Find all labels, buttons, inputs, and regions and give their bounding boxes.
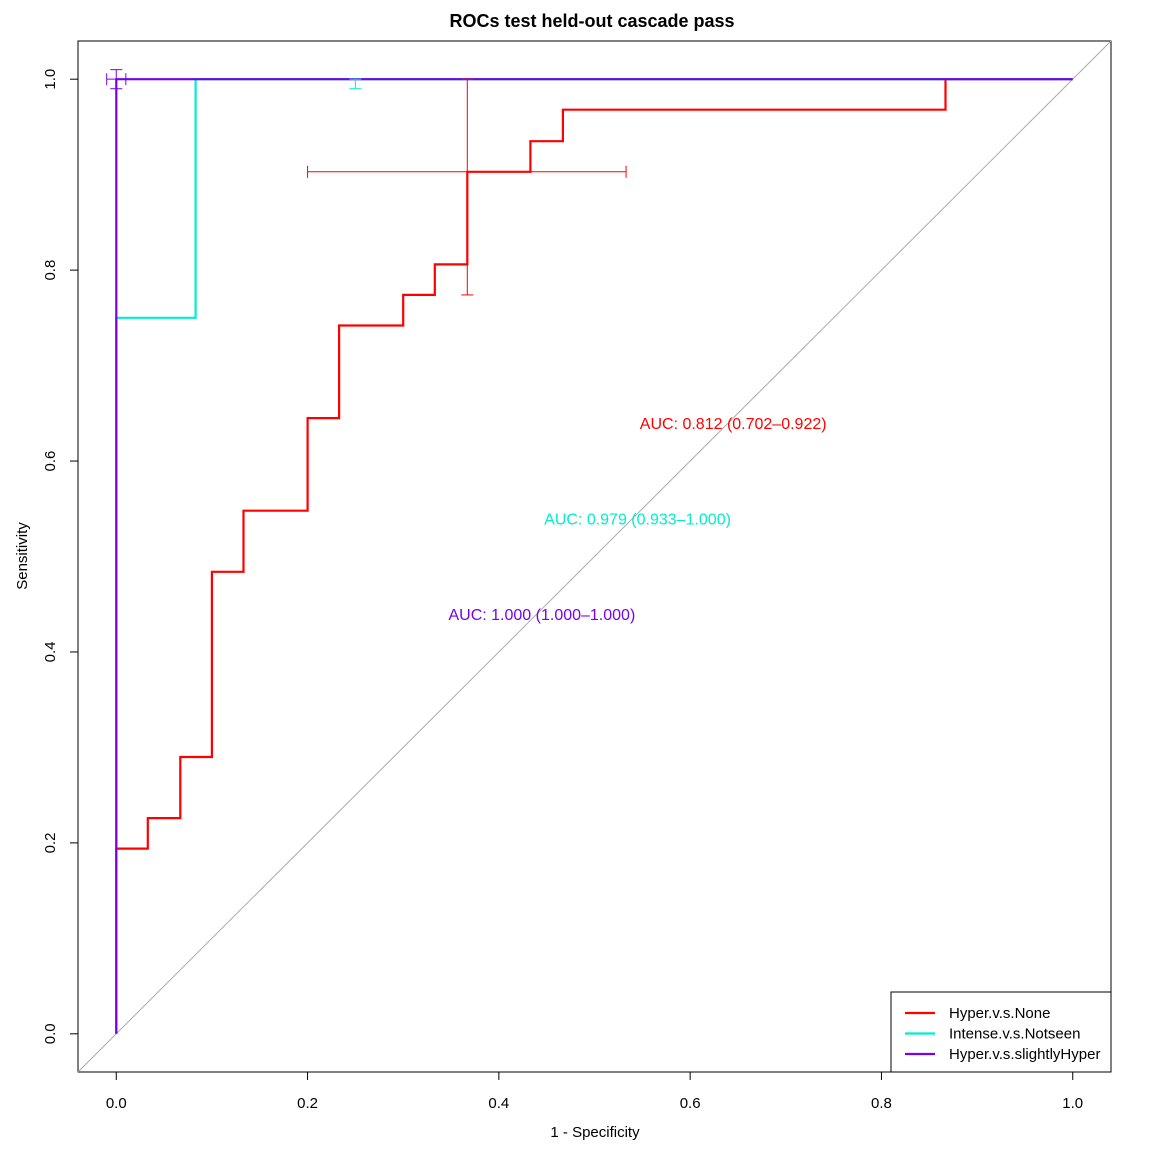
chart-title: ROCs test held-out cascade pass [449,11,734,31]
legend-label-0: Hyper.v.s.None [949,1005,1050,1022]
x-tick-label: 0.4 [488,1095,509,1112]
roc-line-0 [115,78,1073,1034]
legend-box [890,991,1112,1073]
legend: Hyper.v.s.None Intense.v.s.Notseen Hyper.v… [890,991,1112,1073]
x-tick-label: 0.6 [680,1095,701,1112]
auc-labels: AUC: 0.812 (0.702–0.922) AUC: 0.979 (0.93… [448,416,826,624]
y-tick-label: 0.8 [42,260,59,281]
auc-label-0: AUC: 0.812 (0.702–0.922) [640,416,827,433]
auc-label-1: AUC: 0.979 (0.933–1.000) [544,511,731,528]
diagonal-reference-line [77,40,1112,1073]
x-tick-label: 0.0 [106,1095,127,1112]
y-tick-label: 0.0 [42,1023,59,1044]
y-tick-label: 0.6 [42,451,59,472]
x-tick-label: 1.0 [1062,1095,1083,1112]
x-tick-label: 0.2 [297,1095,318,1112]
y-axis-label: Sensitivity [14,522,31,590]
y-tick-label: 1.0 [42,69,59,90]
x-axis: 0.0 0.2 0.4 0.6 0.8 1.0 [106,1071,1083,1112]
auc-label-2: AUC: 1.000 (1.000–1.000) [448,607,635,624]
x-tick-label: 0.8 [871,1095,892,1112]
x-axis-label: 1 - Specificity [550,1124,640,1141]
legend-label-2: Hyper.v.s.slightlyHyper [949,1046,1100,1063]
y-tick-label: 0.4 [42,642,59,663]
ci-layer [106,69,627,296]
legend-label-1: Intense.v.s.Notseen [949,1026,1080,1043]
y-tick-label: 0.2 [42,832,59,853]
y-axis: 0.0 0.2 0.4 0.6 0.8 1.0 [42,69,79,1044]
